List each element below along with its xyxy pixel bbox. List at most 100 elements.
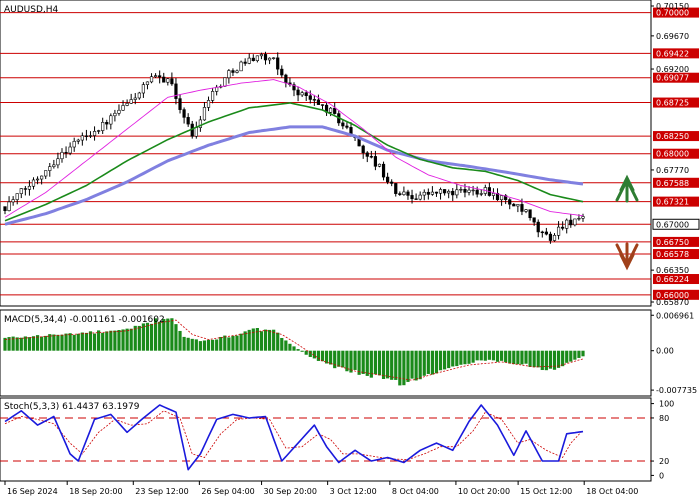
macd-bar: [40, 336, 44, 351]
candle-body: [520, 204, 524, 212]
macd-bar: [267, 329, 272, 351]
candle-body: [141, 84, 145, 94]
macd-bar: [373, 350, 378, 375]
macd-bar: [88, 331, 93, 351]
macd-bar: [97, 330, 101, 351]
candle-body: [97, 130, 101, 132]
macd-bar: [35, 335, 40, 351]
candle-body: [284, 74, 288, 84]
candle-body: [19, 188, 23, 194]
macd-bar: [443, 350, 447, 370]
macd-bar: [475, 350, 479, 361]
macd-bar: [288, 343, 292, 351]
macd-bar: [121, 329, 125, 351]
candle-body: [105, 122, 109, 125]
candle-body: [88, 135, 93, 137]
candle-body: [320, 104, 325, 106]
candle-body: [386, 176, 390, 183]
candle-body: [552, 235, 557, 241]
level-tag: [653, 236, 699, 247]
macd-bar: [56, 334, 60, 351]
candle-body: [145, 81, 150, 85]
stoch-axis: 100 80 20 0: [651, 400, 674, 480]
time-tick-label: 15 Oct 12:00: [520, 487, 572, 496]
level-label: 0.68250: [656, 132, 689, 141]
candle-body: [182, 109, 186, 118]
macd-bar: [479, 350, 483, 361]
macd-bar: [406, 350, 410, 382]
macd-bar: [284, 340, 288, 351]
price-axis: 0.70000 0.69422 0.69077 0.68725 0.68250 0.680…: [651, 2, 700, 307]
macd-bar: [190, 338, 194, 351]
macd-bar: [235, 335, 239, 351]
candle-body: [40, 175, 44, 180]
candle-body: [455, 189, 459, 196]
candle-body: [296, 89, 300, 96]
macd-bar: [133, 325, 137, 351]
candle-body: [101, 122, 105, 131]
macd-bar: [316, 350, 321, 361]
candle-body: [178, 98, 182, 110]
macd-bar: [11, 336, 15, 351]
candle-body: [402, 191, 406, 195]
macd-bar: [227, 337, 231, 351]
level-tag: [653, 196, 699, 207]
level-label: 0.68000: [656, 150, 689, 159]
candle-body: [504, 195, 508, 200]
macd-bar: [255, 328, 259, 351]
candle-body: [394, 183, 398, 194]
macd-bar: [459, 350, 463, 365]
time-axis: 16 Sep 2024 18 Sep 20:00 23 Sep 12:00 26 Se…: [4, 481, 638, 496]
macd-bar: [158, 321, 162, 351]
macd-bar: [101, 332, 105, 351]
candle-body: [512, 203, 516, 207]
macd-bar: [247, 329, 251, 351]
macd-bar: [341, 350, 345, 368]
macd-bar: [504, 350, 508, 363]
price-tick-label: 0.70150: [656, 2, 689, 11]
macd-bar: [72, 334, 76, 351]
candle-body: [516, 204, 520, 207]
candle-body: [276, 57, 280, 70]
macd-histogram: [3, 318, 585, 386]
macd-bar: [353, 350, 357, 370]
candle-body: [304, 92, 308, 96]
candle-body: [573, 218, 577, 226]
level-tag: [653, 48, 699, 59]
candle-body: [390, 181, 394, 184]
macd-bar: [532, 350, 536, 368]
candle-body: [31, 179, 36, 187]
candle-body: [540, 231, 544, 234]
macd-bar: [215, 339, 219, 351]
macd-bar: [577, 350, 581, 358]
macd-bar: [536, 350, 540, 368]
macd-bar: [272, 329, 276, 351]
ma-mid-line: [4, 102, 584, 222]
double-chevron-up-icon: [615, 174, 639, 203]
macd-bar: [7, 337, 11, 351]
stoch-pane-title: Stoch(5,3,3) 61.4437 63.1979: [4, 402, 140, 412]
macd-bar: [206, 339, 211, 351]
macd-bar: [357, 350, 361, 375]
candle-body: [528, 209, 532, 219]
candle-body: [227, 70, 231, 79]
macd-bar: [508, 350, 512, 364]
macd-bar: [438, 350, 443, 371]
macd-bar: [455, 350, 459, 367]
macd-bar: [528, 350, 532, 367]
macd-bar: [280, 337, 284, 351]
candle-body: [381, 163, 386, 178]
candle-body: [280, 68, 284, 76]
macd-bar: [312, 350, 316, 359]
macd-bar: [361, 350, 365, 374]
macd-bar: [259, 331, 264, 351]
time-tick-label: 16 Sep 2024: [7, 487, 58, 496]
level-tag: [653, 148, 699, 159]
macd-bar: [329, 350, 333, 365]
level-label: 0.66224: [656, 275, 689, 284]
candle-body: [508, 199, 512, 205]
candle-body: [255, 55, 259, 61]
candle-body: [68, 146, 72, 154]
time-tick-label: 3 Oct 12:00: [330, 487, 377, 496]
candle-body: [48, 166, 52, 171]
